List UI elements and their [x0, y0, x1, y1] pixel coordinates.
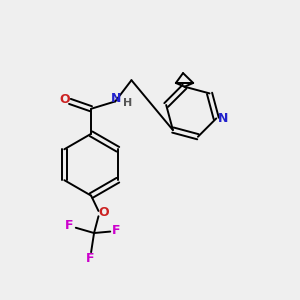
Text: F: F: [112, 224, 120, 238]
Text: N: N: [218, 112, 228, 125]
Text: O: O: [59, 93, 70, 106]
Text: N: N: [111, 92, 121, 105]
Text: F: F: [85, 252, 94, 265]
Text: H: H: [123, 98, 132, 108]
Text: O: O: [98, 206, 109, 219]
Text: F: F: [65, 220, 74, 232]
